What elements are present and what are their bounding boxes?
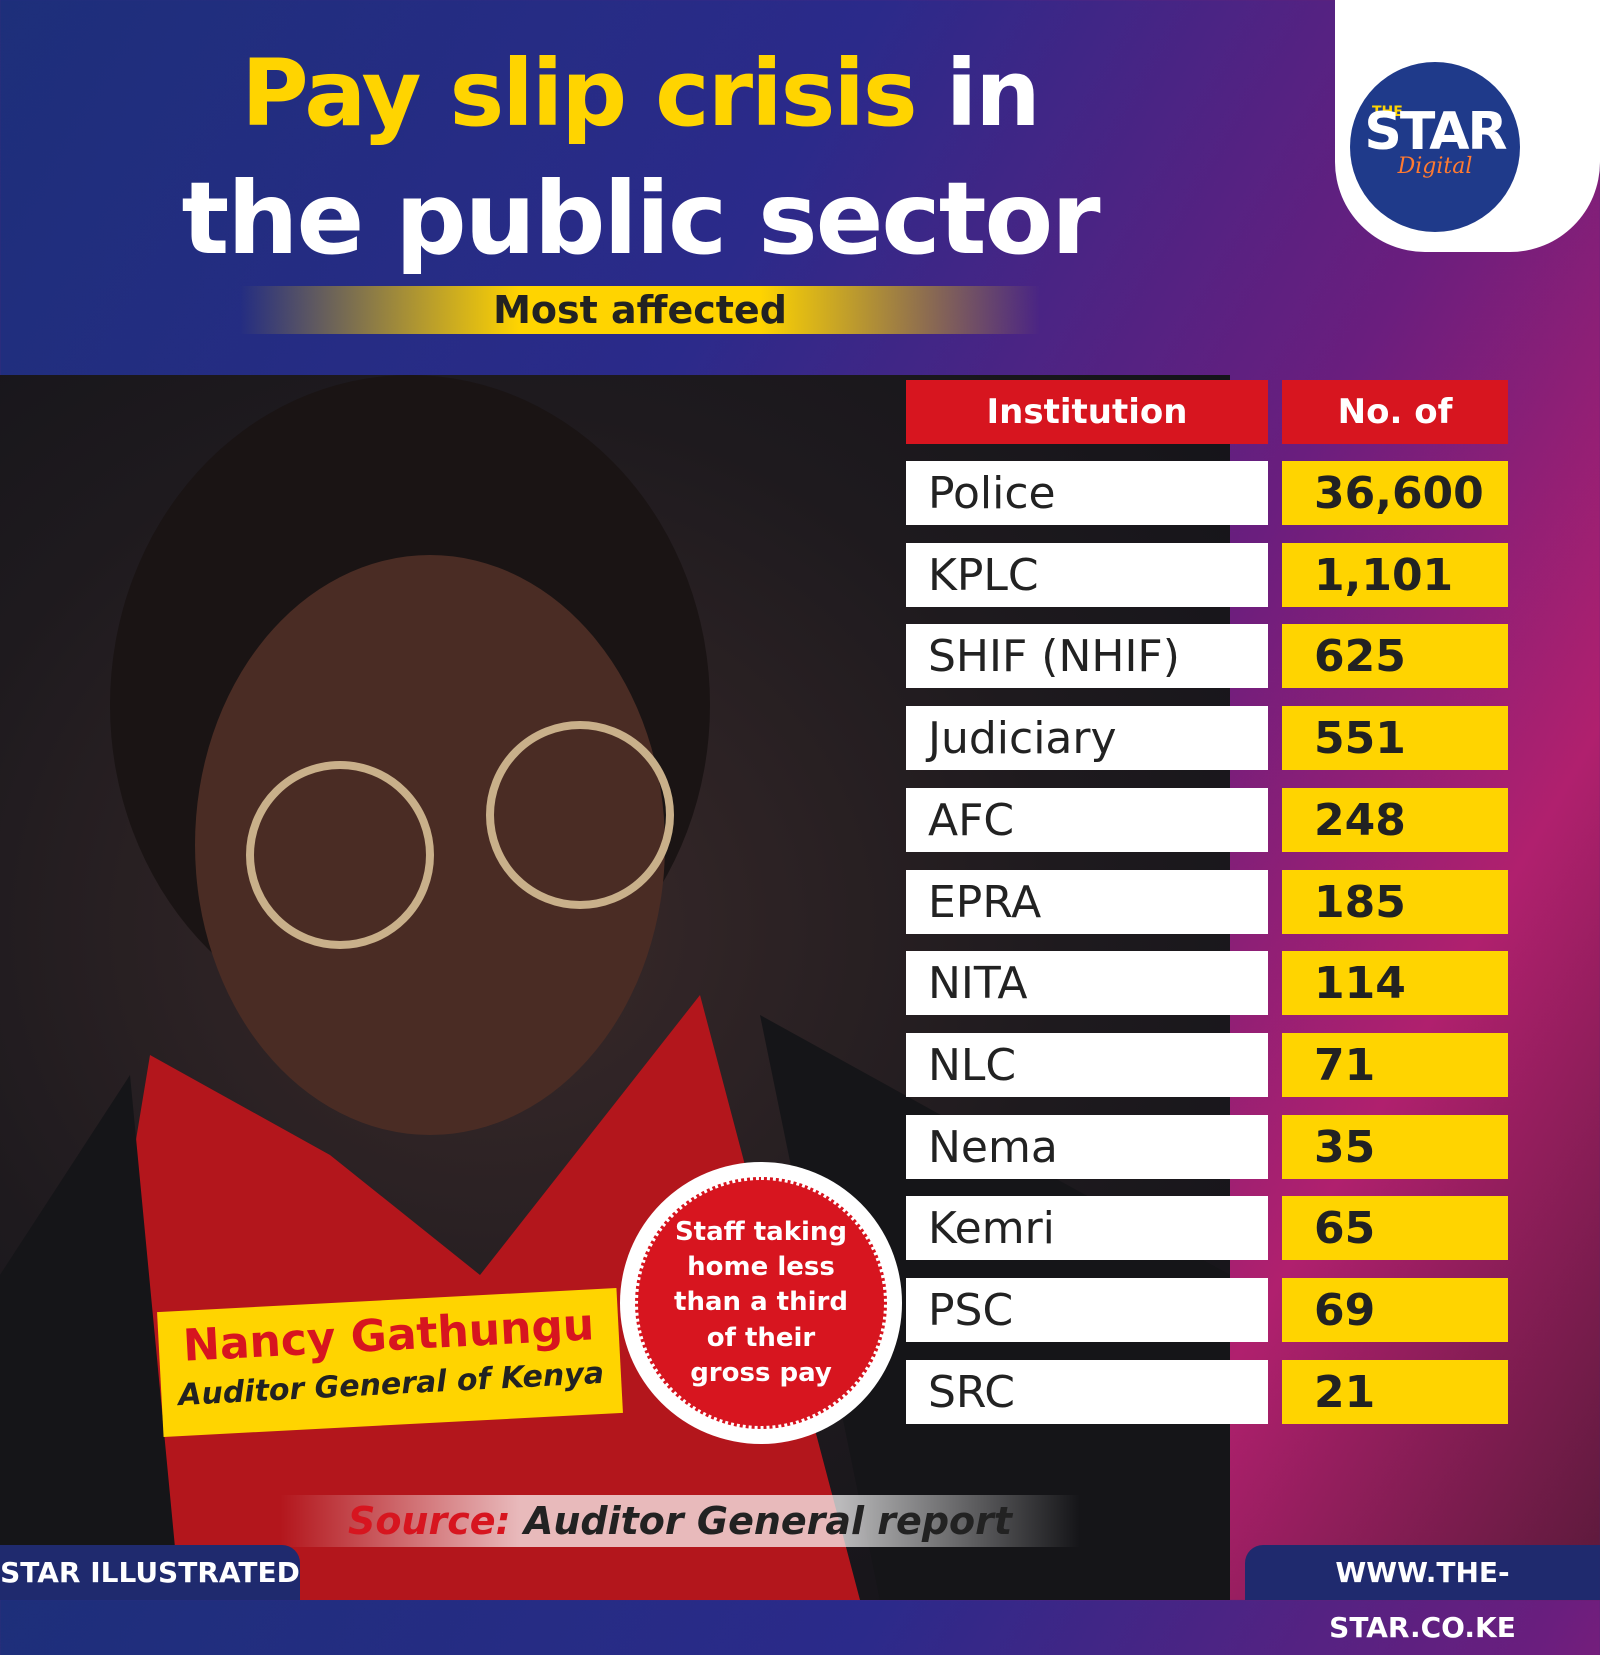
source: Source: Auditor General report [280, 1495, 1080, 1547]
staff-count-cell: 21 [1282, 1359, 1508, 1424]
name-box: Nancy Gathungu Auditor General of Kenya [157, 1288, 623, 1437]
institution-cell: Judiciary [906, 706, 1268, 771]
subtitle: Most affected [240, 286, 1040, 334]
staff-count-cell: 551 [1282, 706, 1508, 771]
staff-count-cell: 1,101 [1282, 542, 1508, 607]
institution-cell: Police [906, 461, 1268, 525]
institution-cell: NLC [906, 1032, 1268, 1097]
institution-cell: EPRA [906, 869, 1268, 934]
title: Pay slip crisis in [0, 40, 1280, 147]
photo-illustration [0, 375, 1230, 1600]
institution-cell: KPLC [906, 542, 1268, 607]
staff-count-cell: 248 [1282, 787, 1508, 852]
logo-digital: Digital [1397, 154, 1473, 179]
glasses [486, 721, 674, 909]
staff-count-cell: 36,600 [1282, 461, 1508, 525]
staff-count-cell: 35 [1282, 1114, 1508, 1179]
institution-cell: Nema [906, 1114, 1268, 1179]
footer-left: STAR ILLUSTRATED [0, 1545, 300, 1600]
institution-cell: PSC [906, 1278, 1268, 1342]
page: Pay slip crisis in the public sector Mos… [0, 0, 1600, 1600]
title-line: the public sector [181, 160, 1100, 277]
institution-cell: Kemri [906, 1196, 1268, 1261]
footer-right: WWW.THE-STAR.CO.KE [1245, 1545, 1600, 1644]
logo-the: THE [1372, 104, 1403, 120]
institution-cell: SRC [906, 1359, 1268, 1424]
institution-cell: SHIF (NHIF) [906, 624, 1268, 689]
logo: THE STAR Digital [1350, 62, 1520, 232]
title-rest: in [945, 40, 1041, 147]
staff-count-cell: 69 [1282, 1278, 1508, 1342]
table-header: No. of Staffs [1282, 380, 1508, 496]
staff-count-cell: 71 [1282, 1032, 1508, 1097]
callout: Staff taking home less than a third of t… [635, 1177, 887, 1429]
institution-cell: NITA [906, 951, 1268, 1016]
table-header: Institution [906, 380, 1268, 444]
staff-count-cell: 114 [1282, 951, 1508, 1016]
staff-count-cell: 185 [1282, 869, 1508, 934]
source-text: Auditor General report [523, 1499, 1013, 1543]
institution-cell: AFC [906, 787, 1268, 852]
title-highlight: Pay slip crisis [241, 40, 917, 147]
staff-count-cell: 65 [1282, 1196, 1508, 1261]
staff-count-cell: 625 [1282, 624, 1508, 689]
glasses [246, 761, 434, 949]
source-label: Source: [347, 1499, 511, 1543]
logo-star: STAR [1364, 102, 1507, 162]
